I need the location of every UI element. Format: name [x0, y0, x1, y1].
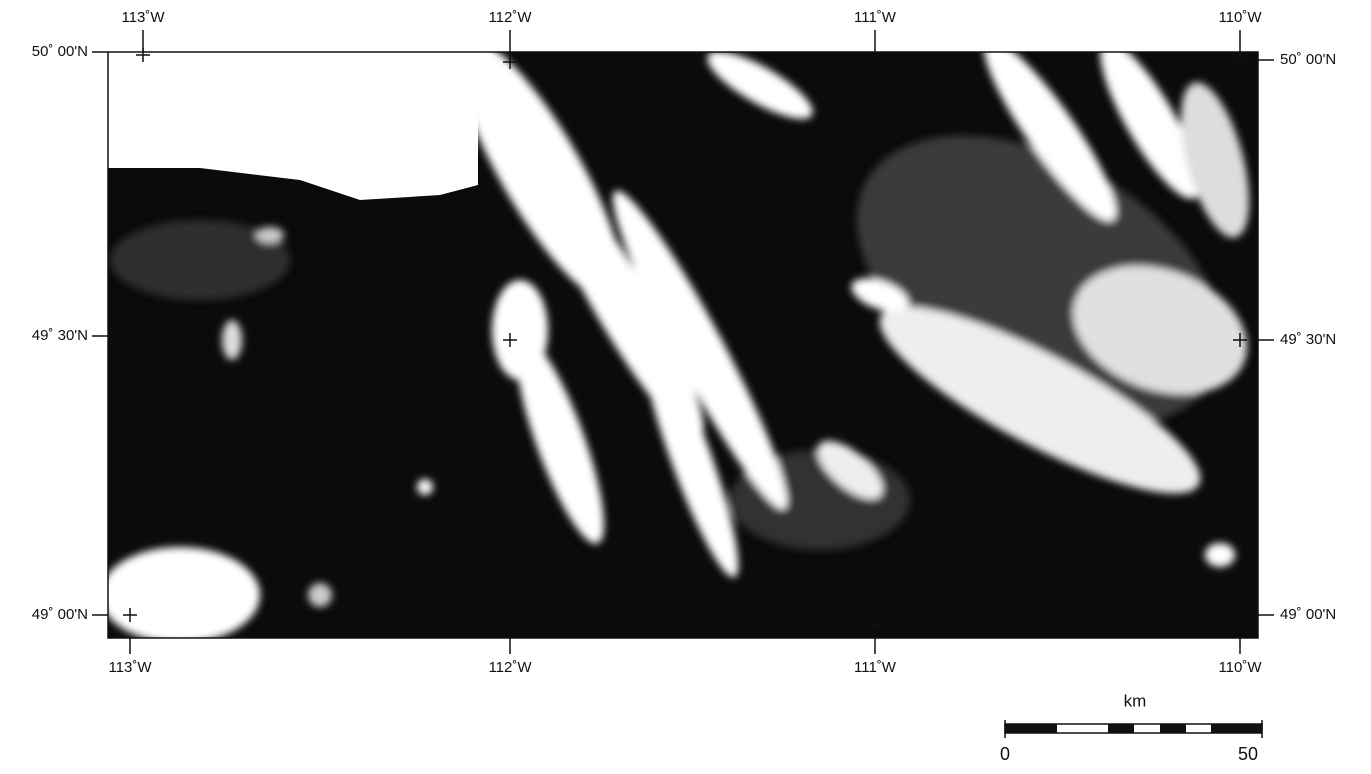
- top-label: 112˚W: [488, 9, 532, 26]
- right-label: 50˚ 00'N: [1280, 51, 1336, 68]
- left-label: 50˚ 00'N: [32, 43, 88, 60]
- top-label: 113˚W: [121, 9, 165, 26]
- right-label: 49˚ 30'N: [1280, 331, 1336, 348]
- scale-tick: 50: [1238, 744, 1258, 764]
- top-label: 111˚W: [854, 9, 897, 26]
- map-figure: 113˚W 112˚W 111˚W 110˚W 113˚W 112˚W 111˚…: [0, 0, 1371, 769]
- raster: [100, 20, 1273, 643]
- left-label: 49˚ 00'N: [32, 606, 88, 623]
- left-label: 49˚ 30'N: [32, 327, 88, 344]
- scale-bar: km 0 50: [1000, 691, 1262, 763]
- right-label: 49˚ 00'N: [1280, 606, 1336, 623]
- bottom-label: 112˚W: [488, 659, 532, 676]
- top-label: 110˚W: [1218, 9, 1262, 26]
- bottom-label: 113˚W: [108, 659, 152, 676]
- scale-tick: 0: [1000, 744, 1010, 764]
- bottom-label: 111˚W: [854, 659, 897, 676]
- scale-unit: km: [1124, 691, 1147, 710]
- bottom-label: 110˚W: [1218, 659, 1262, 676]
